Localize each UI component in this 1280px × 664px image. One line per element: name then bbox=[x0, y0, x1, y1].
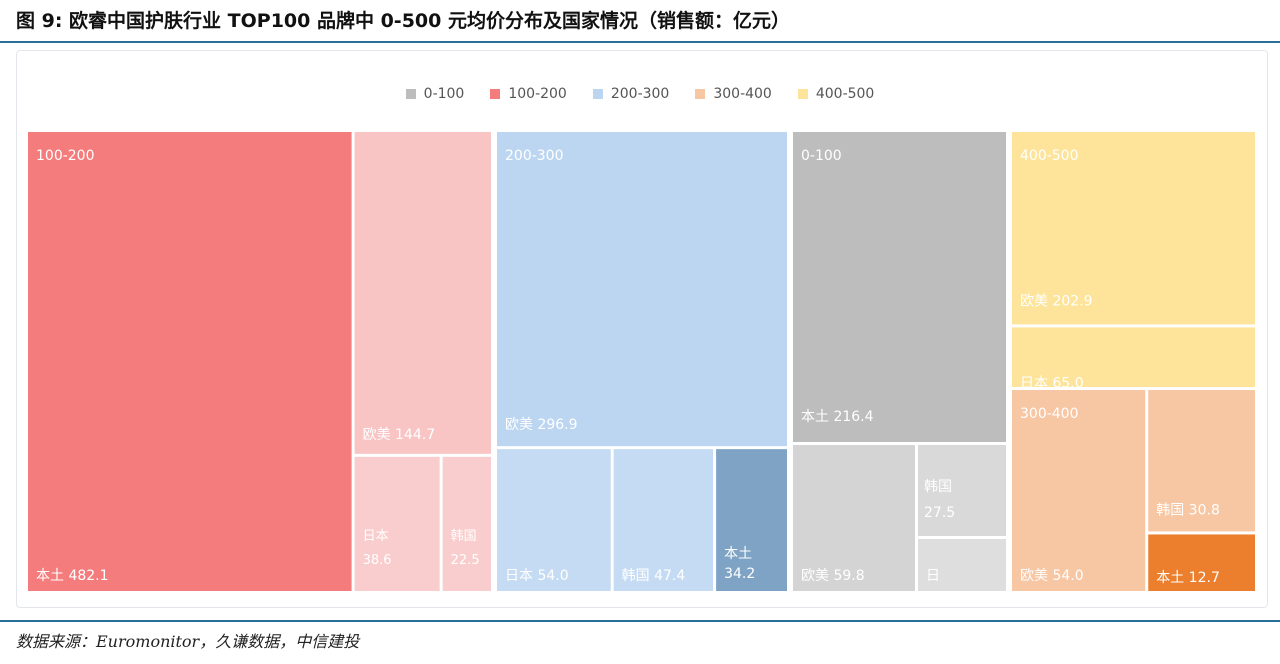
legend-item: 0-100 bbox=[405, 86, 465, 102]
legend-swatch bbox=[797, 89, 808, 99]
legend-label: 300-400 bbox=[713, 86, 772, 102]
chart-legend: 0-100 100-200 200-300 300-400 400-500 bbox=[0, 86, 1280, 102]
legend-swatch bbox=[490, 89, 501, 99]
legend-swatch bbox=[592, 89, 603, 99]
legend-label: 100-200 bbox=[508, 86, 567, 102]
legend-label: 200-300 bbox=[610, 86, 670, 102]
legend-swatch bbox=[695, 89, 706, 99]
bottom-rule bbox=[0, 620, 1280, 622]
legend-swatch bbox=[405, 89, 416, 99]
legend-item: 300-400 bbox=[695, 86, 772, 102]
legend-item: 400-500 bbox=[797, 86, 875, 102]
top-rule bbox=[0, 41, 1280, 43]
legend-item: 100-200 bbox=[490, 86, 567, 102]
legend-label: 400-500 bbox=[815, 86, 875, 102]
legend-item: 200-300 bbox=[592, 86, 670, 102]
figure-title: 图 9: 欧睿中国护肤行业 TOP100 品牌中 0-500 元均价分布及国家情… bbox=[16, 10, 790, 32]
chart-frame bbox=[16, 50, 1268, 608]
source-note: 数据来源：Euromonitor，久谦数据，中信建投 bbox=[16, 632, 360, 651]
legend-label: 0-100 bbox=[423, 86, 465, 102]
